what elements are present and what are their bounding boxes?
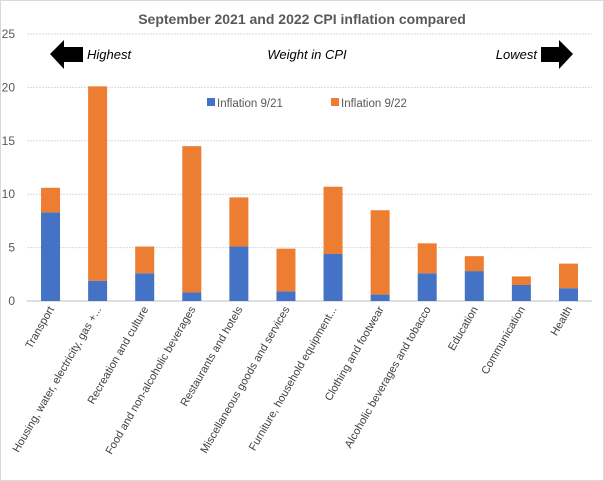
bar-2022 [511, 276, 531, 285]
bar-2022 [464, 256, 484, 272]
bar-2022 [41, 187, 61, 213]
legend-label-2021: Inflation 9/21 [217, 98, 283, 110]
x-tick-label: Education [446, 304, 481, 352]
x-tick-label: Alcoholic beverages and tobacco [343, 305, 434, 451]
y-tick-label: 15 [2, 134, 16, 148]
x-tick-label: Miscellaneous goods and services [198, 304, 292, 456]
bar-2021 [370, 294, 390, 301]
bar-2022 [135, 246, 155, 274]
bar-2021 [135, 273, 155, 301]
bar-2022 [370, 210, 390, 295]
bar-2021 [182, 292, 202, 301]
bar-2021 [323, 254, 343, 301]
bar-2022 [276, 248, 296, 292]
x-tick-label: Furniture, household equipment... [247, 305, 340, 453]
bar-2021 [417, 273, 437, 301]
annotation-lowest: Lowest [496, 47, 539, 62]
bar-2022 [88, 86, 108, 281]
x-tick-label: Transport [23, 305, 57, 351]
gridlines [27, 33, 592, 302]
bar-2021 [464, 271, 484, 301]
bar-2022 [182, 146, 202, 293]
arrow-left-icon [50, 40, 83, 69]
legend-label-2022: Inflation 9/22 [341, 98, 407, 110]
legend: Inflation 9/21 Inflation 9/22 [207, 98, 407, 110]
bar-2021 [558, 288, 578, 301]
bar-2021 [229, 246, 249, 301]
x-tick-label: Food and non-alcoholic beverages [104, 304, 199, 457]
y-tick-label: 10 [2, 187, 16, 201]
annotation-highest: Highest [87, 47, 132, 62]
y-axis-ticks: 0 5 10 15 20 25 [2, 27, 16, 308]
bar-2021 [88, 280, 108, 301]
x-tick-label: Health [549, 305, 575, 339]
bar-2022 [417, 243, 437, 274]
y-tick-label: 20 [2, 80, 16, 94]
y-tick-label: 0 [8, 294, 15, 308]
bar-2021 [276, 291, 296, 301]
chart-title: September 2021 and 2022 CPI inflation co… [138, 11, 466, 27]
bar-2022 [323, 186, 343, 255]
y-tick-label: 25 [2, 27, 16, 41]
annotation-weight: Weight in CPI [267, 47, 347, 62]
arrow-right-icon [541, 40, 573, 69]
legend-swatch-2021 [207, 98, 215, 106]
bar-2022 [229, 197, 249, 247]
legend-swatch-2022 [331, 98, 339, 106]
bar-2021 [41, 212, 61, 301]
x-tick-label: Housing, water, electricity, gas +... [11, 305, 105, 455]
y-tick-label: 5 [8, 241, 15, 255]
bar-2022 [558, 263, 578, 289]
bar-2021 [511, 284, 531, 301]
bars [41, 86, 578, 301]
x-tick-label: Communication [479, 305, 528, 377]
